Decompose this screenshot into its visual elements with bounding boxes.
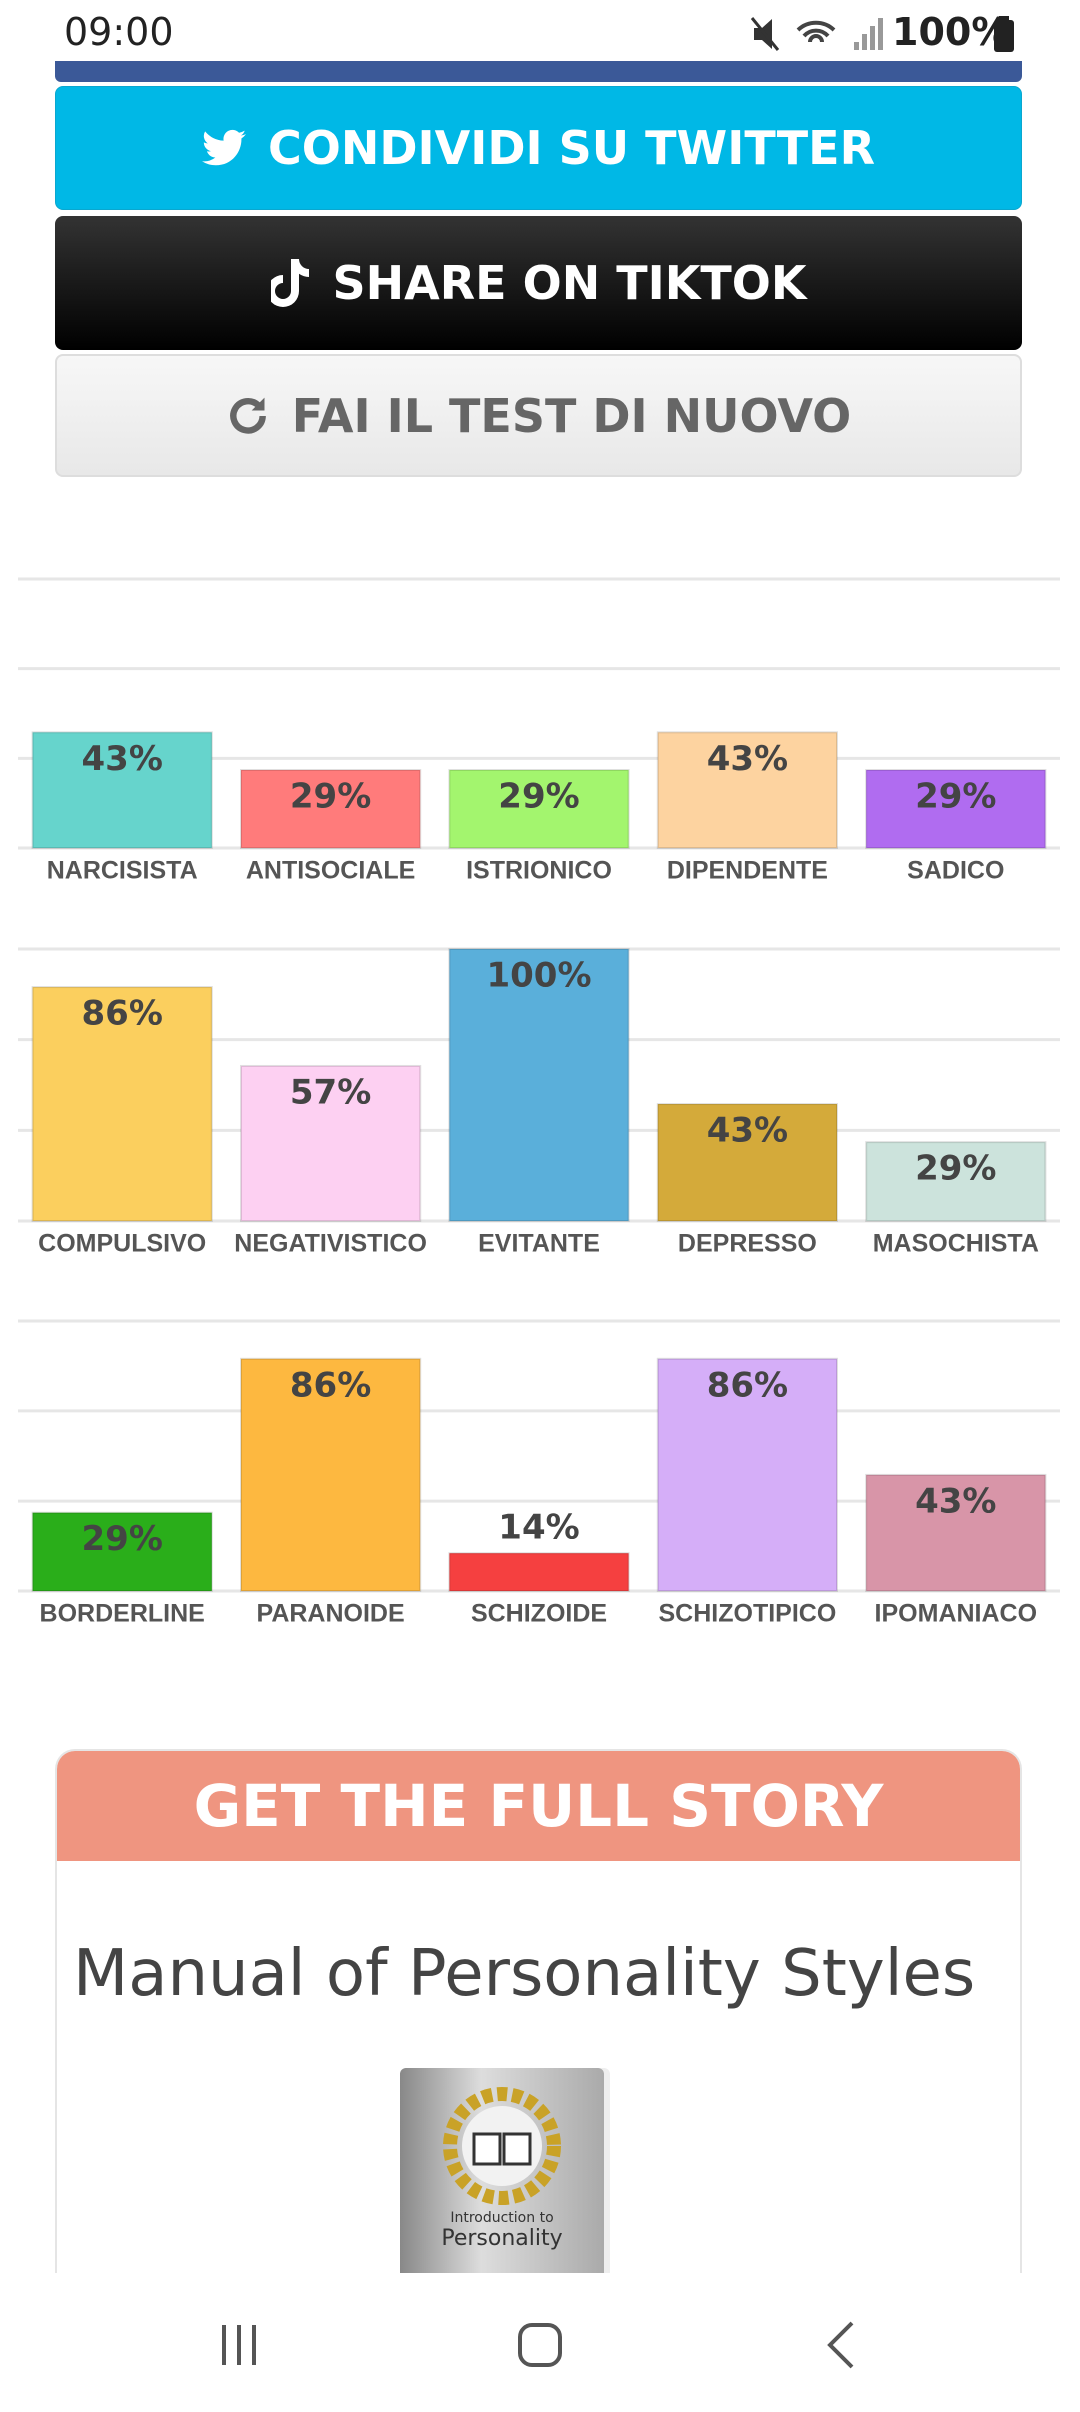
category-label: SCHIZOTIPICO [659, 1600, 837, 1628]
category-label: MASOCHISTA [873, 1230, 1039, 1258]
category-label: SADICO [907, 857, 1004, 885]
bar [239, 1064, 422, 1223]
home-button[interactable] [518, 2323, 562, 2367]
value-label: 43% [707, 739, 788, 779]
refresh-icon [229, 397, 266, 434]
bar [448, 948, 630, 1222]
book-emblem [443, 2087, 561, 2205]
category-label: BORDERLINE [40, 1600, 205, 1628]
button-label: FAI IL TEST DI NUOVO [291, 388, 852, 443]
battery-level: 100% [892, 10, 1010, 54]
value-label: 43% [707, 1111, 788, 1151]
category-label: ANTISOCIALE [246, 857, 415, 885]
recents-button[interactable] [222, 2325, 256, 2365]
value-label: 43% [915, 1481, 996, 1521]
value-label: 86% [707, 1365, 788, 1405]
bar [656, 731, 839, 849]
bar [656, 1103, 839, 1222]
bar [239, 768, 422, 850]
bar [31, 986, 213, 1222]
status-bar: 09:00 100% [0, 0, 1080, 68]
value-label: 29% [915, 776, 996, 816]
category-label: ISTRIONICO [466, 857, 612, 885]
clock: 09:00 [64, 10, 174, 54]
tiktok-icon [270, 259, 309, 307]
category-label: NEGATIVISTICO [234, 1230, 427, 1258]
category-label: IPOMANIACO [875, 1600, 1038, 1628]
bar [31, 731, 213, 849]
tiktok-button[interactable]: SHARE ON TIKTOK [55, 216, 1022, 350]
navigation-bar [0, 2273, 1080, 2408]
book-title: Personality [441, 2226, 563, 2251]
button-label: SHARE ON TIKTOK [332, 256, 807, 310]
category-label: NARCISISTA [47, 857, 198, 885]
book-cover[interactable]: Introduction to Personality [400, 2068, 604, 2273]
value-label: 57% [290, 1072, 371, 1112]
value-label: 29% [82, 1519, 163, 1559]
back-button[interactable] [827, 2321, 854, 2369]
value-label: 29% [915, 1149, 996, 1189]
category-label: SCHIZOIDE [471, 1600, 607, 1628]
value-label: 29% [498, 776, 579, 816]
facebook-button-edge[interactable] [55, 61, 1022, 82]
bar [448, 1552, 630, 1593]
value-label: 29% [290, 776, 371, 816]
bar [239, 1357, 422, 1592]
twitter-button[interactable]: CONDIVIDI SU TWITTER [55, 86, 1022, 210]
twitter-icon [201, 129, 246, 166]
category-label: COMPULSIVO [38, 1230, 206, 1258]
bar [865, 768, 1047, 850]
battery-icon [994, 16, 1014, 52]
book-subtitle: Introduction to [450, 2210, 554, 2226]
bar [31, 1511, 213, 1593]
promo-card: GET THE FULL STORY Manual of Personality… [55, 1749, 1022, 2273]
promo-heading: GET THE FULL STORY [57, 1751, 1020, 1861]
category-label: EVITANTE [478, 1230, 600, 1258]
bar-charts: 43% NARCISISTA 29% ANTISOCIALE 29% ISTRIONICO… [18, 577, 1060, 1628]
value-label: 14% [498, 1508, 579, 1548]
promo-title[interactable]: Manual of Personality Styles [73, 1937, 976, 2011]
bar [865, 1141, 1047, 1222]
status-icons [750, 17, 883, 51]
category-label: PARANOIDE [257, 1600, 405, 1628]
category-label: DEPRESSO [678, 1230, 817, 1258]
value-label: 100% [486, 956, 591, 996]
value-label: 86% [82, 994, 163, 1034]
button-label: CONDIVIDI SU TWITTER [267, 121, 876, 175]
retry-button[interactable]: FAI IL TEST DI NUOVO [55, 354, 1022, 477]
bar [656, 1357, 839, 1592]
category-label: DIPENDENTE [667, 857, 828, 885]
bar [865, 1473, 1047, 1593]
bar [448, 768, 630, 850]
nav-icons [222, 2321, 854, 2369]
value-label: 43% [82, 739, 163, 779]
value-label: 86% [290, 1365, 371, 1405]
